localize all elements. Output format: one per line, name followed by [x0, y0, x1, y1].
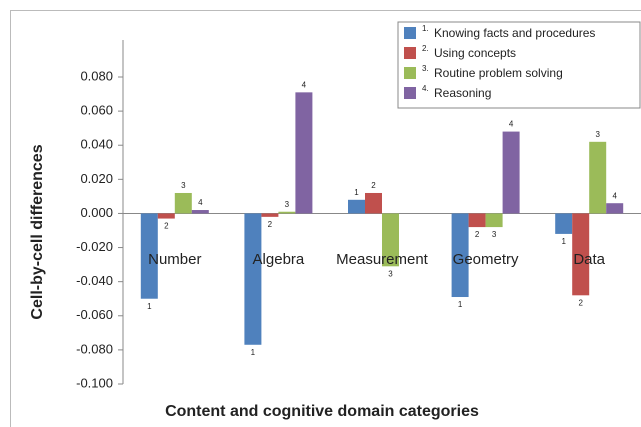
legend-prefix: 4. [422, 84, 429, 93]
bar-label: 1 [147, 302, 152, 311]
legend-box [397, 21, 641, 109]
legend-label: Using concepts [434, 46, 516, 60]
y-tick-label: -0.020 [76, 239, 113, 254]
bar [174, 192, 192, 214]
legend-label: Routine problem solving [434, 66, 563, 80]
y-tick-label: -0.100 [76, 375, 113, 390]
y-axis-label: Cell-by-cell differences [29, 144, 46, 319]
bar [502, 131, 520, 214]
bar [451, 213, 469, 298]
y-tick-label: -0.060 [76, 307, 113, 322]
bar [606, 203, 624, 214]
bar [348, 199, 365, 214]
bar-label: 4 [612, 191, 617, 200]
bar-label: 2 [164, 222, 169, 231]
x-axis-label: Content and cognitive domain categories [165, 403, 479, 420]
bar [157, 213, 175, 219]
y-tick-label: 0.040 [80, 137, 113, 152]
bar-label: 3 [595, 130, 600, 139]
legend-prefix: 2. [422, 44, 429, 53]
bar-label: 3 [285, 200, 290, 209]
bar [295, 92, 313, 214]
bar [365, 192, 382, 214]
bar [244, 213, 262, 345]
bar-label: 2 [371, 181, 376, 190]
bar-label: 2 [578, 298, 583, 307]
legend-label: Reasoning [434, 86, 491, 100]
bar-label: 3 [181, 181, 186, 190]
y-tick-label: -0.080 [76, 341, 113, 356]
x-tick-label: Geometry [453, 251, 519, 268]
bar-label: 1 [251, 348, 256, 357]
x-tick-label: Measurement [336, 251, 429, 268]
bar [382, 213, 399, 267]
bar-label: 1 [354, 188, 359, 197]
bar [468, 213, 486, 228]
bar-label: 2 [268, 220, 273, 229]
legend-swatch [404, 27, 416, 39]
bar [589, 141, 607, 214]
bar-label: 1 [458, 300, 463, 309]
legend-label: Knowing facts and procedures [434, 26, 595, 40]
legend-swatch [404, 47, 416, 59]
y-tick-label: 0.020 [80, 171, 113, 186]
bar-label: 4 [302, 80, 307, 89]
bar-label: 2 [475, 230, 480, 239]
x-tick-label: Data [573, 251, 605, 268]
y-tick-label: 0.060 [80, 103, 113, 118]
x-tick-label: Algebra [253, 251, 305, 268]
y-tick-label: 0.080 [80, 68, 113, 83]
x-tick-label: Number [148, 251, 201, 268]
chart-frame [10, 10, 641, 427]
bar-label: 4 [198, 198, 203, 207]
bar [278, 211, 296, 214]
legend-swatch [404, 67, 416, 79]
y-tick-label: -0.040 [76, 273, 113, 288]
bar [191, 210, 209, 214]
bar [555, 213, 573, 234]
bar [140, 213, 158, 299]
y-tick-label: 0.000 [80, 205, 113, 220]
bar [572, 213, 590, 296]
bar-label: 3 [492, 230, 497, 239]
legend-prefix: 3. [422, 64, 429, 73]
bar-label: 4 [509, 120, 514, 129]
bar [485, 213, 503, 228]
legend-swatch [404, 87, 416, 99]
legend-prefix: 1. [422, 24, 429, 33]
bar-label: 3 [388, 269, 393, 278]
bar-label: 1 [561, 237, 566, 246]
bar [261, 213, 279, 217]
